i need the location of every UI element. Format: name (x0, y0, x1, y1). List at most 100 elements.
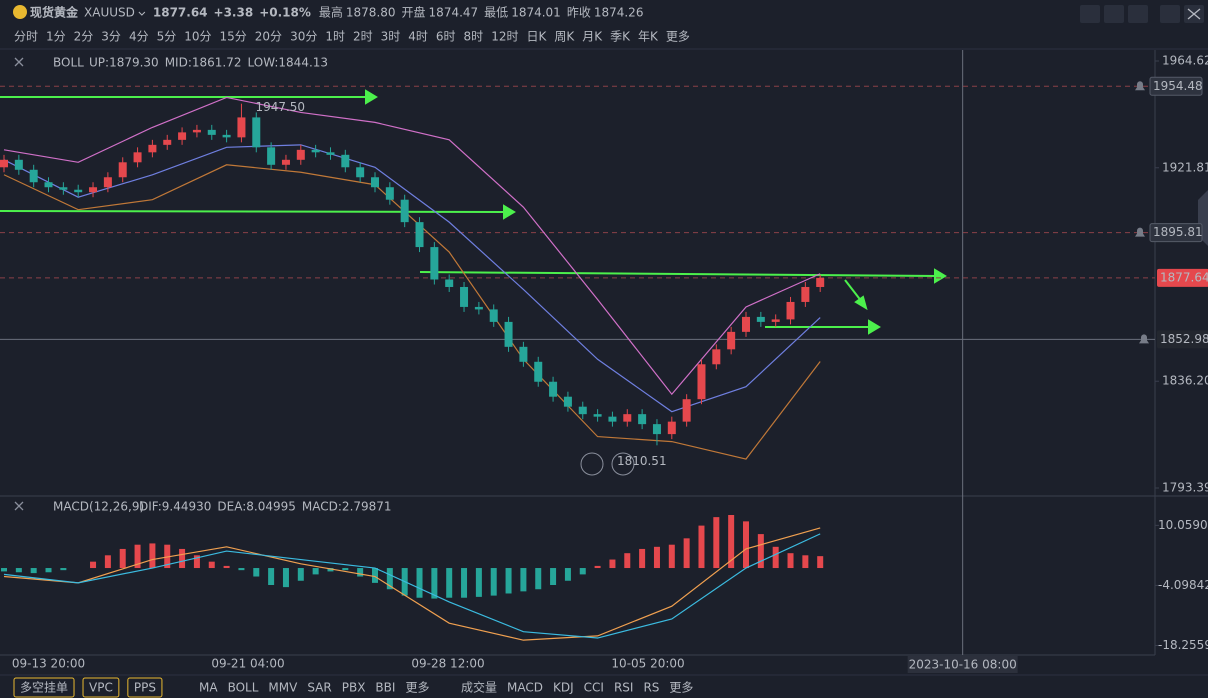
alert-bell[interactable] (1135, 227, 1145, 237)
indicator-tab[interactable]: MA (199, 681, 218, 695)
timeframe[interactable]: 分时 (14, 30, 38, 44)
candle-body (267, 147, 276, 165)
candle-body (697, 364, 706, 400)
price-label: 1877.64 (1160, 270, 1208, 284)
timeframe[interactable]: 1时 (325, 30, 345, 44)
indicator-tab[interactable]: BOLL (228, 681, 259, 695)
timeframe[interactable]: 3时 (381, 30, 401, 44)
macd-bar (683, 538, 690, 569)
candle-body (667, 421, 676, 435)
close-icons (14, 57, 24, 511)
indicator-name: BOLL (53, 56, 84, 70)
timeframe[interactable]: 日K (526, 30, 547, 44)
window-buttons[interactable] (1080, 5, 1204, 23)
indicator-tab[interactable]: KDJ (553, 681, 574, 695)
indicator-tab[interactable]: 更多 (405, 681, 429, 695)
timeframe[interactable]: 8时 (464, 30, 484, 44)
alert-bell[interactable] (1139, 334, 1149, 344)
indicator-value: DIF:9.44930 (139, 500, 211, 514)
macd-bar (30, 568, 37, 574)
indicator-tab[interactable]: MMV (268, 681, 298, 695)
macd-bar (60, 568, 67, 571)
indicator-tab[interactable]: PBX (342, 681, 366, 695)
candle-body (281, 159, 290, 165)
macd-bar (713, 517, 720, 569)
toolbar-button[interactable]: 多空挂单 (20, 681, 68, 695)
playback-buttons[interactable] (580, 452, 635, 476)
macd-bar (238, 568, 245, 571)
candle-body (623, 414, 632, 422)
indicator-tab[interactable]: 成交量 (461, 680, 497, 695)
x-tick-label: 10-05 20:00 (611, 657, 684, 671)
indicator-tab[interactable]: RS (643, 681, 659, 695)
toolbar-button[interactable]: VPC (89, 681, 113, 695)
macd-bar (772, 546, 779, 569)
macd-bar (461, 568, 468, 598)
macd-line (3, 533, 821, 639)
candle-body (385, 187, 394, 200)
indicator-tab[interactable]: 更多 (669, 681, 693, 695)
x-tick-label: 09-13 20:00 (12, 657, 85, 671)
macd-bar (223, 565, 230, 569)
dropdown-icon[interactable] (138, 11, 146, 16)
macd-bar (282, 568, 289, 588)
indicator-tab[interactable]: RSI (614, 681, 634, 695)
indicator-tab[interactable]: MACD (507, 681, 543, 695)
candle-body (326, 152, 335, 155)
candle-body (341, 154, 350, 168)
timeframe[interactable]: 更多 (666, 30, 690, 44)
crosshair-x-box (907, 656, 1018, 673)
candle-body (74, 189, 83, 193)
macd-bar (698, 525, 705, 569)
price-label: 1954.48 (1153, 79, 1203, 93)
indicator-value: LOW:1844.13 (248, 56, 329, 70)
timeframe[interactable]: 10分 (184, 30, 211, 44)
button-frame[interactable] (82, 677, 120, 698)
indicator-tab[interactable]: CCI (584, 681, 604, 695)
macd-bar (268, 568, 275, 585)
boll-line (3, 96, 821, 396)
timeframe[interactable]: 5分 (157, 30, 177, 44)
macd-bar (757, 534, 764, 569)
macd-bar (386, 568, 393, 590)
timeframe[interactable]: 6时 (436, 30, 456, 44)
macd-bar (297, 568, 304, 581)
timeframe[interactable]: 2时 (353, 30, 373, 44)
timeframe[interactable]: 1分 (46, 30, 66, 44)
timeframe[interactable]: 30分 (290, 30, 317, 44)
timeframe[interactable]: 4分 (129, 30, 149, 44)
timeframe[interactable]: 3分 (101, 30, 121, 44)
macd-bar (728, 515, 735, 569)
alert-bell[interactable] (1135, 81, 1145, 91)
price-label-box (1149, 76, 1203, 96)
macd-bar (208, 561, 215, 569)
stat-value: 1878.80 (346, 6, 396, 20)
timeframe[interactable]: 12时 (491, 30, 518, 44)
candle-body (89, 187, 98, 193)
timeframe[interactable]: 年K (638, 30, 659, 44)
candle-body (118, 162, 127, 178)
candle-body (415, 222, 424, 248)
timeframe[interactable]: 月K (582, 30, 603, 44)
indicator-tab[interactable]: SAR (307, 681, 331, 695)
timeframe[interactable]: 15分 (220, 30, 247, 44)
timeframe[interactable]: 20分 (255, 30, 282, 44)
macd-bar (104, 555, 111, 569)
macd-bar (119, 548, 126, 569)
timeframe[interactable]: 4时 (408, 30, 428, 44)
macd-bar (15, 568, 22, 573)
macd-bar (45, 568, 52, 573)
macd-bar (431, 568, 438, 599)
price-label: 1895.81 (1153, 225, 1203, 239)
timeframe[interactable]: 周K (554, 30, 575, 44)
crosshair-x-label: 2023-10-16 08:00 (909, 658, 1017, 672)
indicator-tab[interactable]: BBI (375, 681, 395, 695)
timeframe[interactable]: 季K (610, 30, 631, 44)
timeframe[interactable]: 2分 (74, 30, 94, 44)
button-frame[interactable] (127, 677, 163, 698)
button-frame[interactable] (13, 677, 75, 698)
candle-body (311, 149, 320, 153)
candle-body (0, 159, 8, 168)
toolbar-button[interactable]: PPS (134, 681, 156, 695)
candle-body (252, 117, 261, 148)
